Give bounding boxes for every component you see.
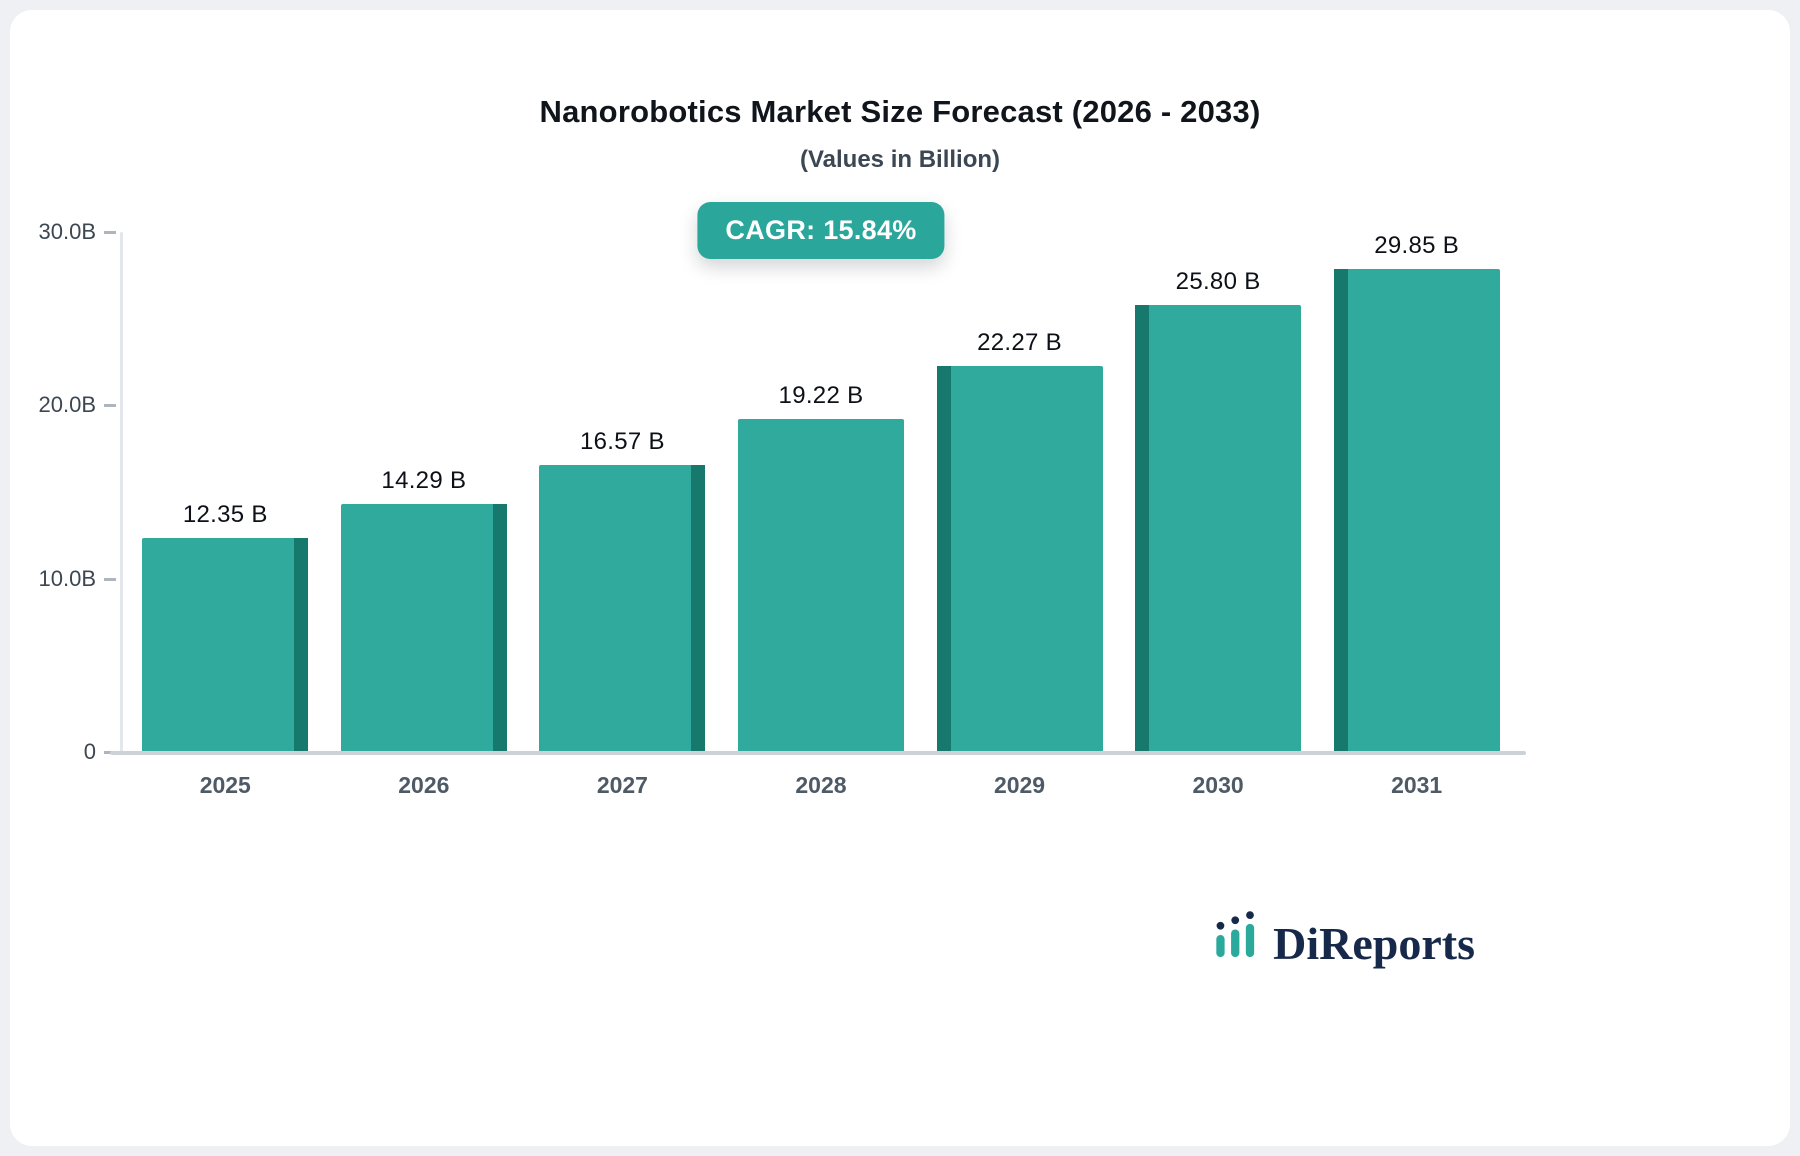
bar-side-face [1135, 304, 1150, 752]
bar [1333, 269, 1500, 752]
bar [340, 504, 507, 752]
bar-group: 12.35 B 2025 [132, 232, 318, 798]
y-axis-tick [104, 404, 116, 408]
x-axis-label: 2025 [199, 772, 251, 798]
logo: DiReports [1210, 911, 1475, 969]
chart-title: Nanorobotics Market Size Forecast (2026 … [539, 94, 1261, 129]
bar-group: 16.57 B 2027 [529, 232, 715, 798]
x-axis-label: 2030 [1192, 772, 1244, 798]
logo-text: DiReports [1273, 917, 1475, 969]
chart-card: Nanorobotics Market Size Forecast (2026 … [10, 10, 1790, 1146]
y-axis-line [120, 232, 123, 752]
y-axis-label: 0 [83, 739, 96, 764]
bar-chart-icon [1210, 911, 1266, 964]
bar-value-label: 25.80 B [1175, 267, 1261, 295]
bar-value-label: 16.57 B [579, 427, 665, 455]
bars-container: 12.35 B 2025 14.29 B 2026 16.57 B 2027 19.22 B… [120, 232, 1522, 798]
bar-group: 29.85 B 2031 [1324, 232, 1510, 798]
bar-group: 19.22 B 2028 [728, 232, 914, 798]
x-axis-label: 2027 [596, 772, 648, 798]
bar-group: 14.29 B 2026 [331, 232, 517, 798]
y-axis-label: 30.0B [38, 219, 97, 244]
bar-side-face [691, 464, 706, 752]
chart-area: 30.0B 20.0B 10.0B 0 CAGR: 15.84% 12.35 B 202… [35, 202, 1526, 798]
bar-side-face [294, 537, 309, 752]
x-axis-label: 2031 [1391, 772, 1443, 798]
bar [936, 366, 1103, 752]
bar-value-label: 14.29 B [381, 467, 467, 495]
y-axis-label: 20.0B [38, 392, 97, 418]
bar [737, 418, 904, 752]
bar [539, 464, 706, 752]
chart-subtitle: (Values in Billion) [799, 146, 1001, 173]
bar-side-face [936, 366, 951, 752]
bar-value-label: 22.27 B [977, 329, 1062, 356]
x-axis-label: 2026 [398, 772, 450, 798]
x-axis-label: 2028 [795, 772, 847, 798]
bar-group: 22.27 B 2029 [927, 232, 1113, 798]
bar-side-face [1333, 269, 1348, 752]
x-axis-label: 2029 [993, 772, 1046, 798]
y-axis: 30.0B 20.0B 10.0B 0 [35, 219, 120, 764]
bar-value-label: 12.35 B [182, 500, 268, 528]
y-axis-tick [104, 231, 116, 234]
bar-value-label: 29.85 B [1374, 232, 1460, 259]
plot-area: CAGR: 15.84% 12.35 B 2025 14.29 B 2026 16.57… [104, 202, 1526, 798]
bar-side-face [492, 504, 507, 752]
cagr-badge: CAGR: 15.84% [697, 202, 945, 259]
y-axis-tick [104, 577, 116, 581]
bar [1135, 304, 1302, 752]
x-axis-line [110, 751, 1526, 755]
bar-value-label: 19.22 B [778, 381, 864, 409]
y-axis-label: 10.0B [38, 565, 97, 591]
bar-group: 25.80 B 2030 [1125, 232, 1311, 798]
bar [142, 537, 309, 752]
